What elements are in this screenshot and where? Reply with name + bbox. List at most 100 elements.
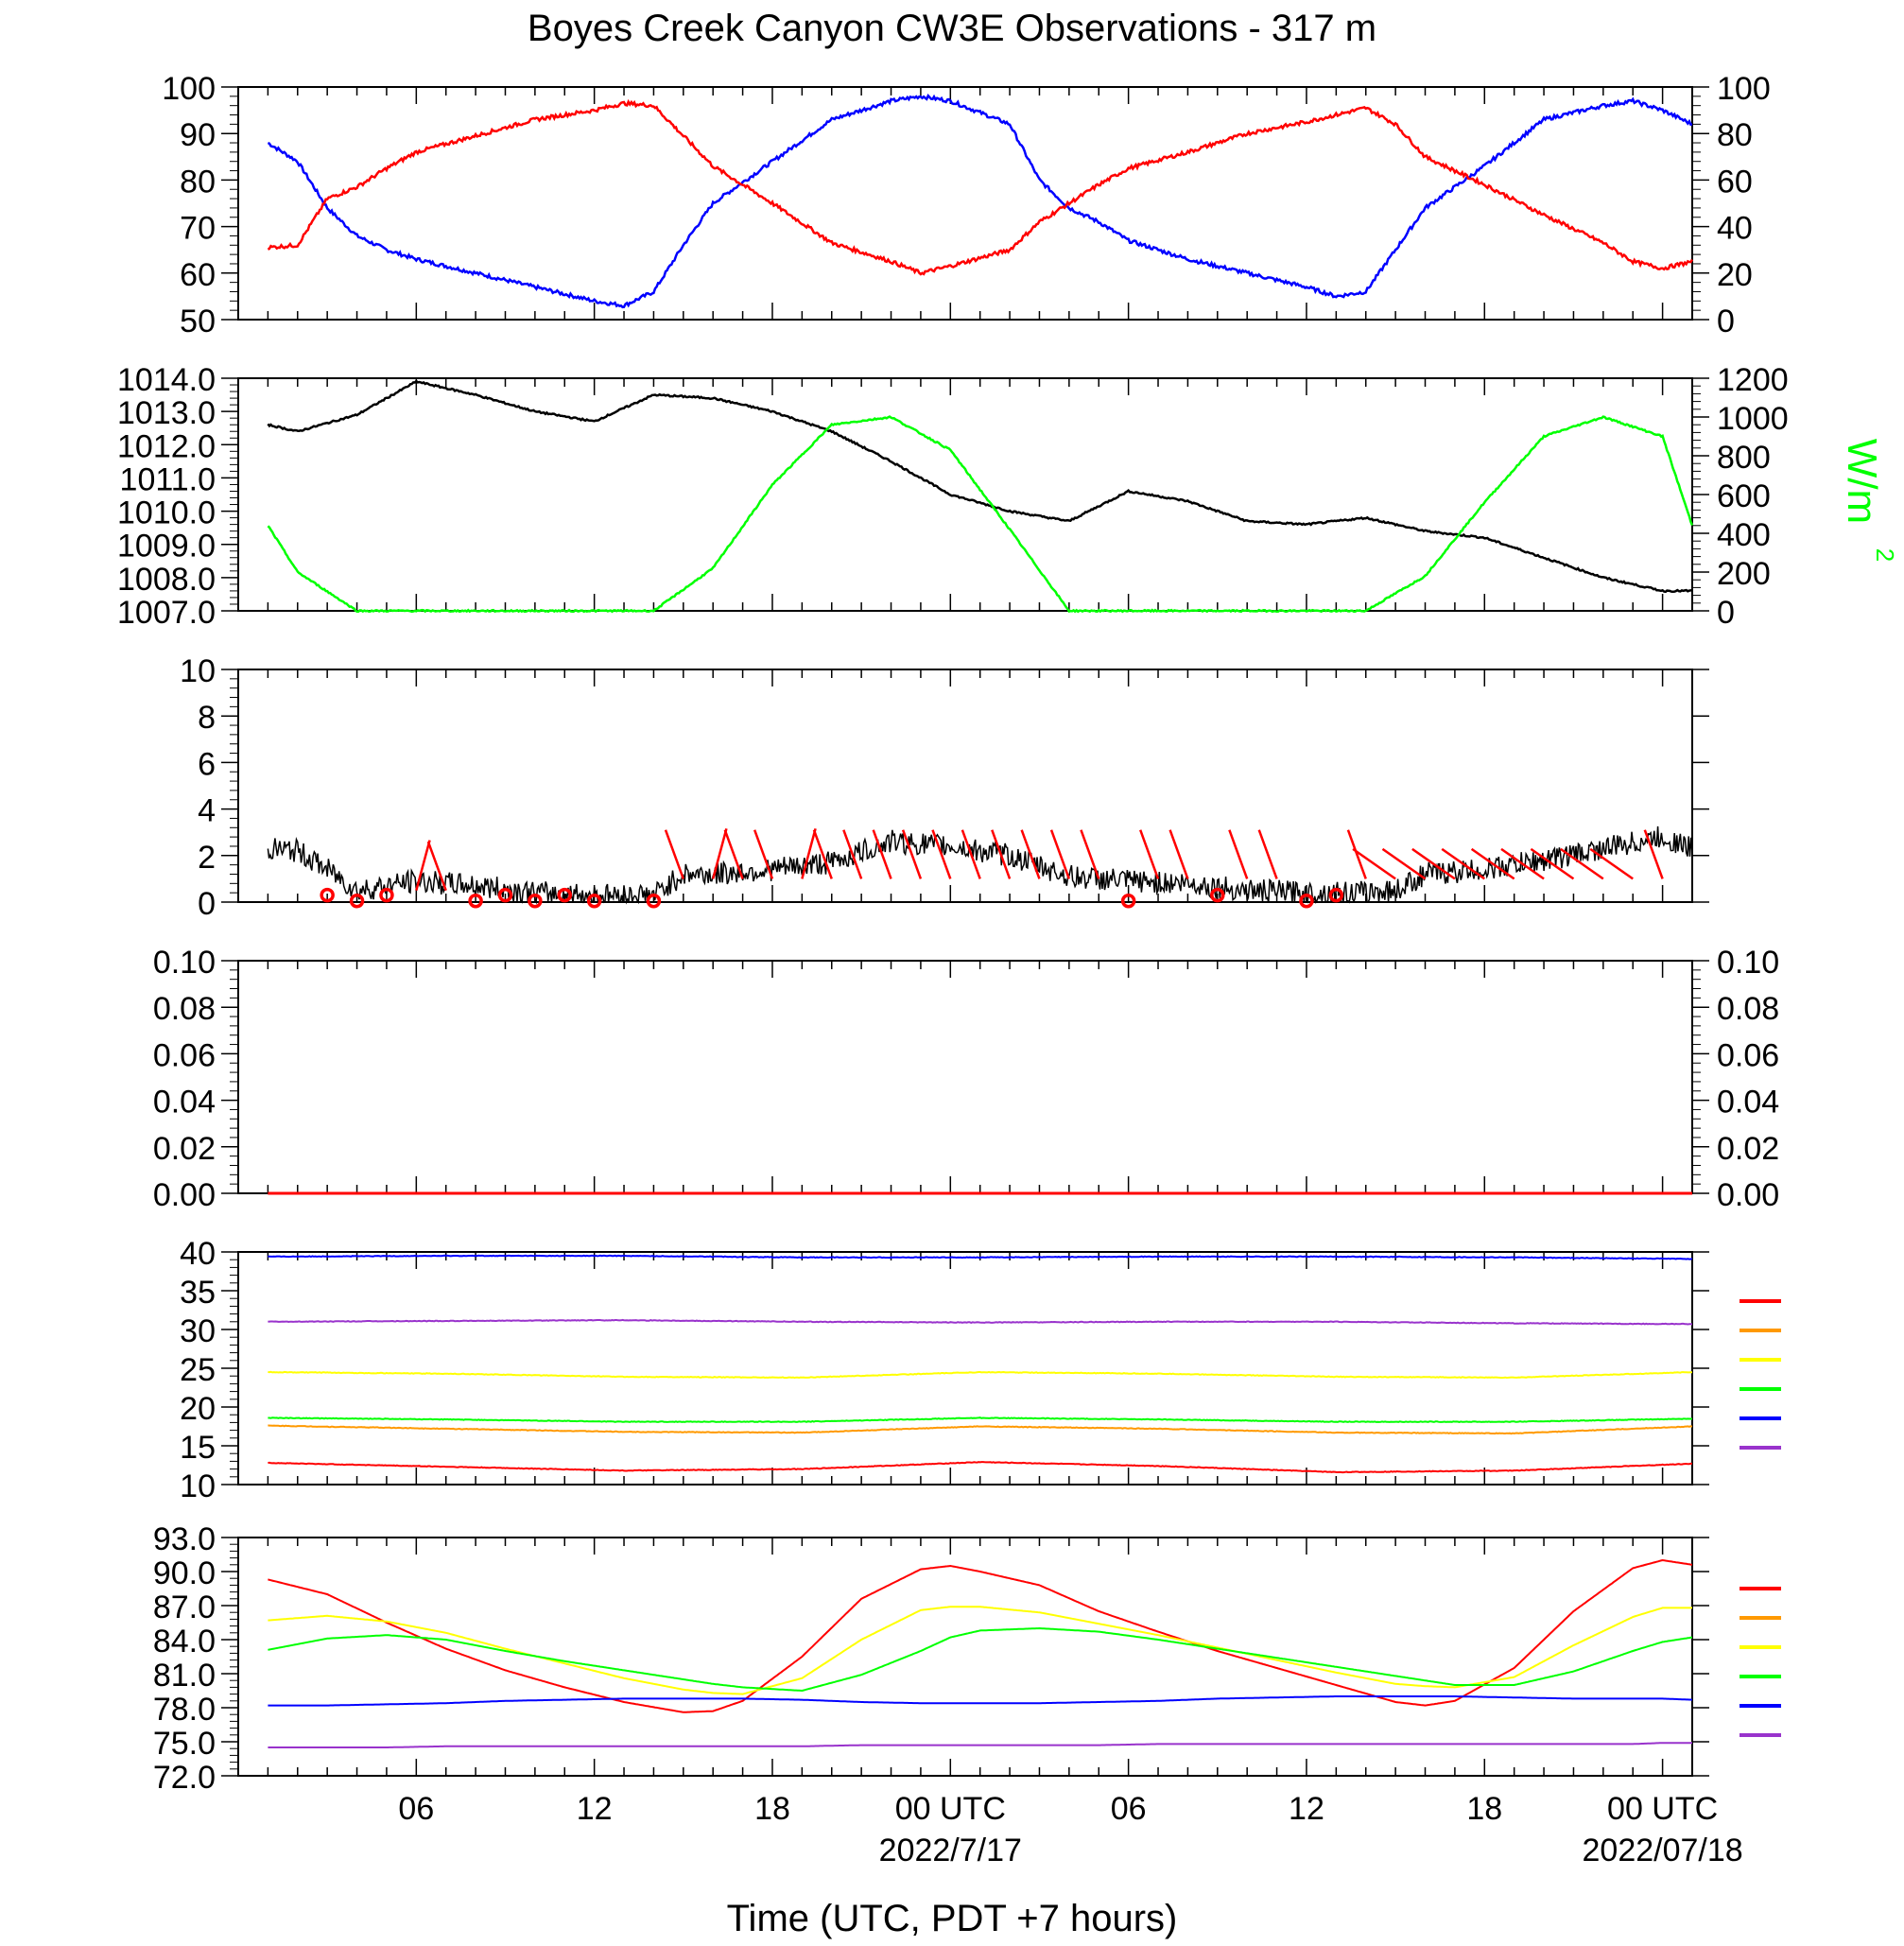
y-left-tick-label: 0.10 — [153, 945, 216, 981]
y-left-tick-label: 0.00 — [153, 1177, 216, 1213]
y-left-tick-label: 2 — [198, 840, 216, 876]
calm-wind-marker — [349, 894, 365, 909]
y-right-tick-label: 80 — [1717, 117, 1753, 153]
calm-wind-marker — [379, 887, 394, 903]
soil-line-50cm — [268, 1254, 1693, 1260]
calm-wind-marker — [497, 887, 513, 903]
calm-wind-marker — [586, 894, 602, 909]
wind-barb — [1020, 829, 1041, 879]
plot-frame — [237, 377, 1693, 612]
wind-barb — [1168, 829, 1189, 879]
wind-barb — [1560, 847, 1604, 880]
y-left-tick-label: 1010.0 — [117, 495, 216, 531]
calm-wind-marker — [1210, 887, 1225, 903]
y-left-tick-label: 35 — [180, 1275, 216, 1311]
y-right-tick-label: 0.02 — [1717, 1131, 1779, 1167]
y-left-tick-label: 6 — [198, 746, 216, 782]
x-tick-label: 00 UTC — [1607, 1791, 1718, 1827]
calm-wind-marker — [528, 894, 543, 909]
panel-3: 0.10 0.08 0.06 0.04 0.02 0.00 0.10 0.08 0.06 0.04… — [153, 945, 1779, 1213]
soil-line-10cm — [268, 1424, 1693, 1435]
y-left-tick-label: 1012.0 — [117, 428, 216, 464]
wind-barb — [1080, 829, 1100, 879]
y-right-label-exponent: 2 — [1871, 548, 1899, 562]
panel-5: 93.090.087.084.081.078.075.072.0 — [153, 1521, 1781, 1796]
wind-barb — [872, 829, 892, 879]
wind-barb — [1411, 847, 1456, 880]
date-label: 2022/7/17 — [879, 1833, 1022, 1868]
y-left-tick-label: 78.0 — [153, 1692, 216, 1728]
y-left-tick-label: 90.0 — [153, 1555, 216, 1591]
y-left-tick-label: 0.06 — [153, 1037, 216, 1073]
wind-barb — [415, 840, 431, 892]
y-left-tick-label: 30 — [180, 1313, 216, 1349]
plot-frame — [237, 960, 1693, 1194]
y-left-tick-label: 1011.0 — [120, 461, 216, 497]
calm-wind-marker — [468, 894, 483, 909]
wind-barb — [723, 829, 744, 879]
y-right-tick-label: 0 — [1717, 304, 1735, 339]
y-left-tick-label: 72.0 — [153, 1760, 216, 1796]
y-left-tick-label: 50 — [180, 304, 216, 339]
y-right-tick-label: 0.06 — [1717, 1037, 1779, 1073]
plot-frame — [237, 86, 1693, 321]
humidity-line — [267, 98, 1694, 276]
soil-line-5cm — [268, 1461, 1693, 1474]
y-left-tick-label: 100 — [162, 71, 216, 107]
plot-frame — [237, 1537, 1693, 1777]
y-left-tick-label: 93.0 — [153, 1521, 216, 1557]
wind-barb — [1257, 829, 1278, 879]
y-left-tick-label: 75.0 — [153, 1726, 216, 1762]
calm-wind-marker — [557, 887, 573, 903]
wind-barb — [812, 829, 833, 879]
y-left-tick-label: 80 — [180, 164, 216, 200]
soil-line-5cm — [268, 1558, 1693, 1713]
x-tick-label: 18 — [754, 1791, 790, 1827]
soil-line-15cm — [268, 1606, 1692, 1695]
y-right-tick-label: 40 — [1717, 211, 1753, 247]
solar-radiation-line — [267, 415, 1694, 614]
wind-barb — [901, 829, 923, 879]
y-left-tick-label: 1007.0 — [117, 595, 216, 631]
y-left-tick-label: 8 — [198, 700, 216, 736]
soil-line-100cm — [268, 1742, 1692, 1748]
y-right-tick-label: 0.04 — [1717, 1085, 1779, 1121]
y-right-tick-label: 0.00 — [1717, 1177, 1779, 1213]
y-left-tick-label: 10 — [180, 653, 216, 689]
wind-speed-line — [267, 825, 1693, 905]
figure-title: Boyes Creek Canyon CW3E Observations - 3… — [528, 8, 1376, 49]
x-tick-label: 06 — [1111, 1791, 1147, 1827]
x-tick-label: 06 — [398, 1791, 434, 1827]
wind-barb — [1441, 847, 1486, 880]
y-right-tick-label: 1000 — [1717, 401, 1789, 437]
soil-line-15cm — [268, 1370, 1693, 1380]
wind-barb — [1381, 847, 1427, 880]
pressure-line — [267, 379, 1693, 594]
y-left-tick-label: 25 — [180, 1352, 216, 1388]
wind-barb — [1530, 847, 1575, 880]
y-left-tick-label: 1014.0 — [117, 362, 216, 398]
y-left-tick-label: 81.0 — [153, 1658, 216, 1694]
soil-line-100cm — [268, 1318, 1693, 1326]
y-left-tick-label: 84.0 — [153, 1624, 216, 1659]
y-right-tick-label: 60 — [1717, 164, 1753, 200]
x-tick-label: 12 — [1289, 1791, 1324, 1827]
y-right-tick-label: 400 — [1717, 517, 1771, 553]
y-left-tick-label: 0.02 — [153, 1131, 216, 1167]
y-left-tick-label: 20 — [180, 1391, 216, 1427]
wind-barb — [753, 829, 774, 879]
soil-line-20cm — [268, 1416, 1692, 1423]
wind-barb — [1470, 847, 1515, 880]
y-right-label: W/m — [1839, 439, 1885, 524]
x-axis-label: Time (UTC, PDT +7 hours) — [727, 1898, 1178, 1939]
wind-barb — [1228, 829, 1249, 879]
wind-barb — [1352, 847, 1396, 880]
calm-wind-marker — [646, 894, 662, 909]
y-left-tick-label: 70 — [180, 211, 216, 247]
y-left-tick-label: 60 — [180, 257, 216, 293]
y-right-tick-label: 0.08 — [1717, 991, 1779, 1027]
wind-barb — [664, 829, 684, 879]
wind-barb — [426, 841, 447, 892]
